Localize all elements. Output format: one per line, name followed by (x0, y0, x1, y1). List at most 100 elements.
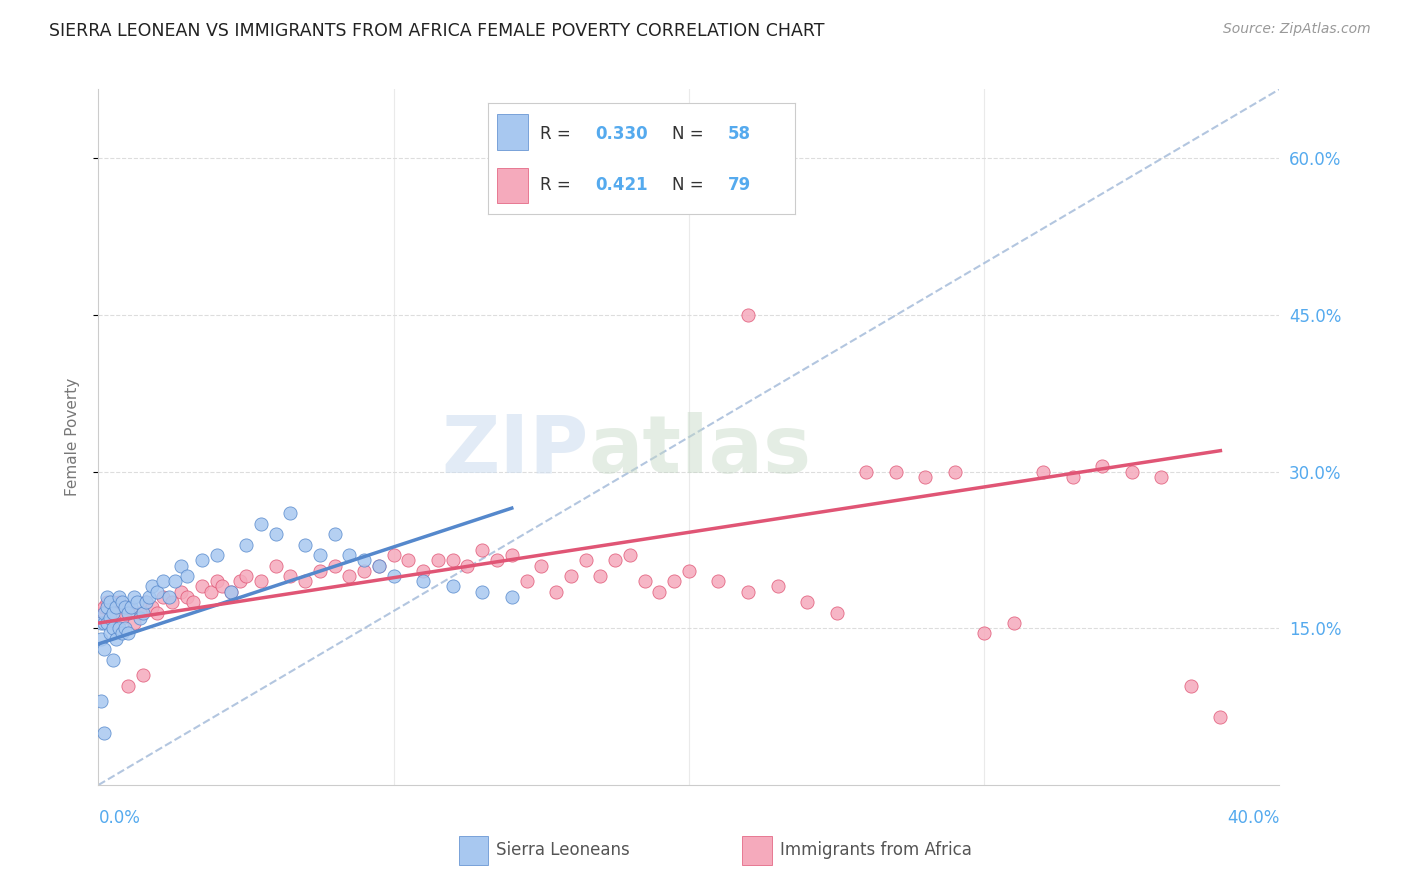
Point (634, 574, 657, 589)
Point (162, 595, 183, 609)
Point (93, 725, 115, 739)
Point (1002, 615, 1025, 630)
Point (152, 574, 174, 589)
Point (339, 548, 361, 562)
Text: 40.0%: 40.0% (1227, 809, 1279, 827)
Point (368, 558, 391, 573)
Point (125, 595, 148, 609)
Point (114, 600, 136, 615)
Point (1150, 470, 1173, 484)
Point (737, 308, 759, 322)
Point (235, 569, 257, 583)
Point (146, 606, 169, 620)
Point (605, 553, 627, 567)
Point (205, 548, 228, 562)
Point (339, 569, 361, 583)
Point (471, 542, 494, 557)
Point (737, 584, 759, 599)
Point (294, 574, 316, 589)
Point (176, 569, 198, 583)
Point (560, 569, 582, 583)
Point (382, 548, 405, 562)
Point (229, 574, 252, 589)
Point (90, 694, 112, 708)
Point (427, 553, 450, 567)
Point (93, 600, 115, 615)
Point (111, 595, 134, 609)
Point (250, 516, 273, 531)
Point (368, 558, 391, 573)
Point (943, 465, 966, 479)
Point (120, 600, 142, 615)
Point (117, 600, 139, 615)
Point (471, 584, 494, 599)
Point (914, 470, 936, 484)
Point (96, 595, 118, 609)
Point (165, 574, 187, 589)
Point (96, 615, 118, 630)
Text: Immigrants from Africa: Immigrants from Africa (780, 841, 972, 859)
Point (973, 626, 995, 640)
Point (619, 548, 641, 562)
Point (93, 642, 115, 657)
Point (382, 569, 405, 583)
Point (152, 590, 174, 604)
Point (501, 548, 523, 562)
Point (105, 632, 128, 646)
Point (235, 538, 257, 552)
Text: ZIP: ZIP (441, 412, 589, 490)
Point (1121, 465, 1143, 479)
Point (309, 564, 332, 578)
Point (105, 600, 128, 615)
Point (170, 584, 193, 599)
Point (648, 584, 671, 599)
Point (111, 611, 134, 625)
Point (323, 558, 346, 573)
Point (103, 615, 125, 630)
Point (398, 553, 420, 567)
Point (678, 564, 700, 578)
Point (103, 595, 125, 609)
Point (1062, 470, 1084, 484)
Point (323, 527, 346, 541)
Point (108, 621, 131, 635)
Text: atlas: atlas (589, 412, 811, 490)
Point (98, 611, 121, 625)
Point (205, 574, 228, 589)
Point (176, 590, 198, 604)
Point (108, 590, 131, 604)
Point (353, 553, 375, 567)
Point (884, 465, 907, 479)
Point (589, 569, 612, 583)
Point (157, 590, 180, 604)
Point (441, 553, 464, 567)
Point (132, 668, 155, 682)
Point (516, 574, 538, 589)
Point (200, 584, 222, 599)
Point (114, 606, 136, 620)
Point (825, 606, 848, 620)
Point (90, 606, 112, 620)
Y-axis label: Female Poverty: Female Poverty (65, 378, 80, 496)
Point (98, 611, 121, 625)
Point (105, 600, 128, 615)
Point (103, 621, 125, 635)
Point (146, 584, 169, 599)
Point (138, 590, 160, 604)
Text: Sierra Leoneans: Sierra Leoneans (496, 841, 630, 859)
Point (1209, 710, 1232, 724)
Point (128, 606, 150, 620)
Point (294, 538, 316, 552)
Bar (458, 836, 488, 865)
Point (135, 595, 157, 609)
Point (128, 611, 150, 625)
Point (412, 574, 434, 589)
Point (96, 590, 118, 604)
Text: SIERRA LEONEAN VS IMMIGRANTS FROM AFRICA FEMALE POVERTY CORRELATION CHART: SIERRA LEONEAN VS IMMIGRANTS FROM AFRICA… (49, 22, 825, 40)
Point (96, 600, 118, 615)
Point (264, 558, 287, 573)
Point (546, 584, 568, 599)
Point (93, 606, 115, 620)
Point (309, 548, 332, 562)
Point (108, 595, 131, 609)
